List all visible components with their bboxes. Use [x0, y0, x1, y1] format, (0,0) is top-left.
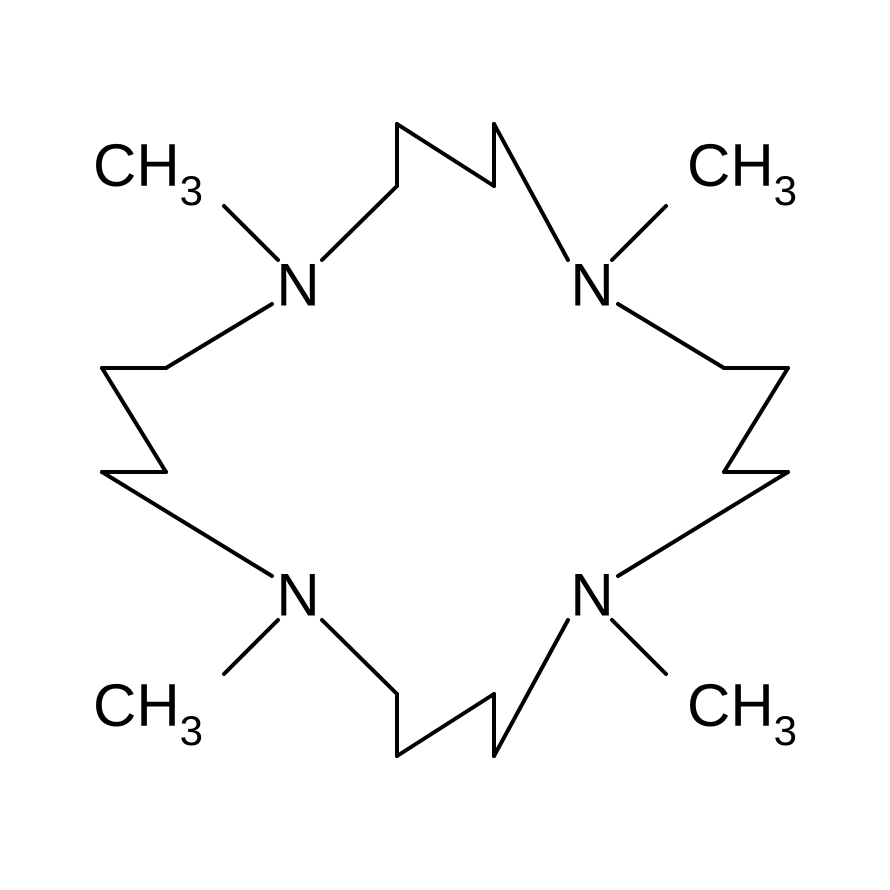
atom-n2: N — [570, 251, 613, 320]
atom-ch3-bl: CH3 — [93, 671, 203, 749]
atom-ch3-tr: CH3 — [687, 131, 797, 209]
atom-ch3-tl: CH3 — [93, 131, 203, 209]
atom-ch3-br: CH3 — [687, 671, 797, 749]
atom-n3: N — [570, 561, 613, 630]
atom-n4: N — [276, 561, 319, 630]
chemical-structure-canvas: N N N N CH3 CH3 CH3 CH3 — [0, 0, 890, 890]
atom-n1: N — [276, 251, 319, 320]
